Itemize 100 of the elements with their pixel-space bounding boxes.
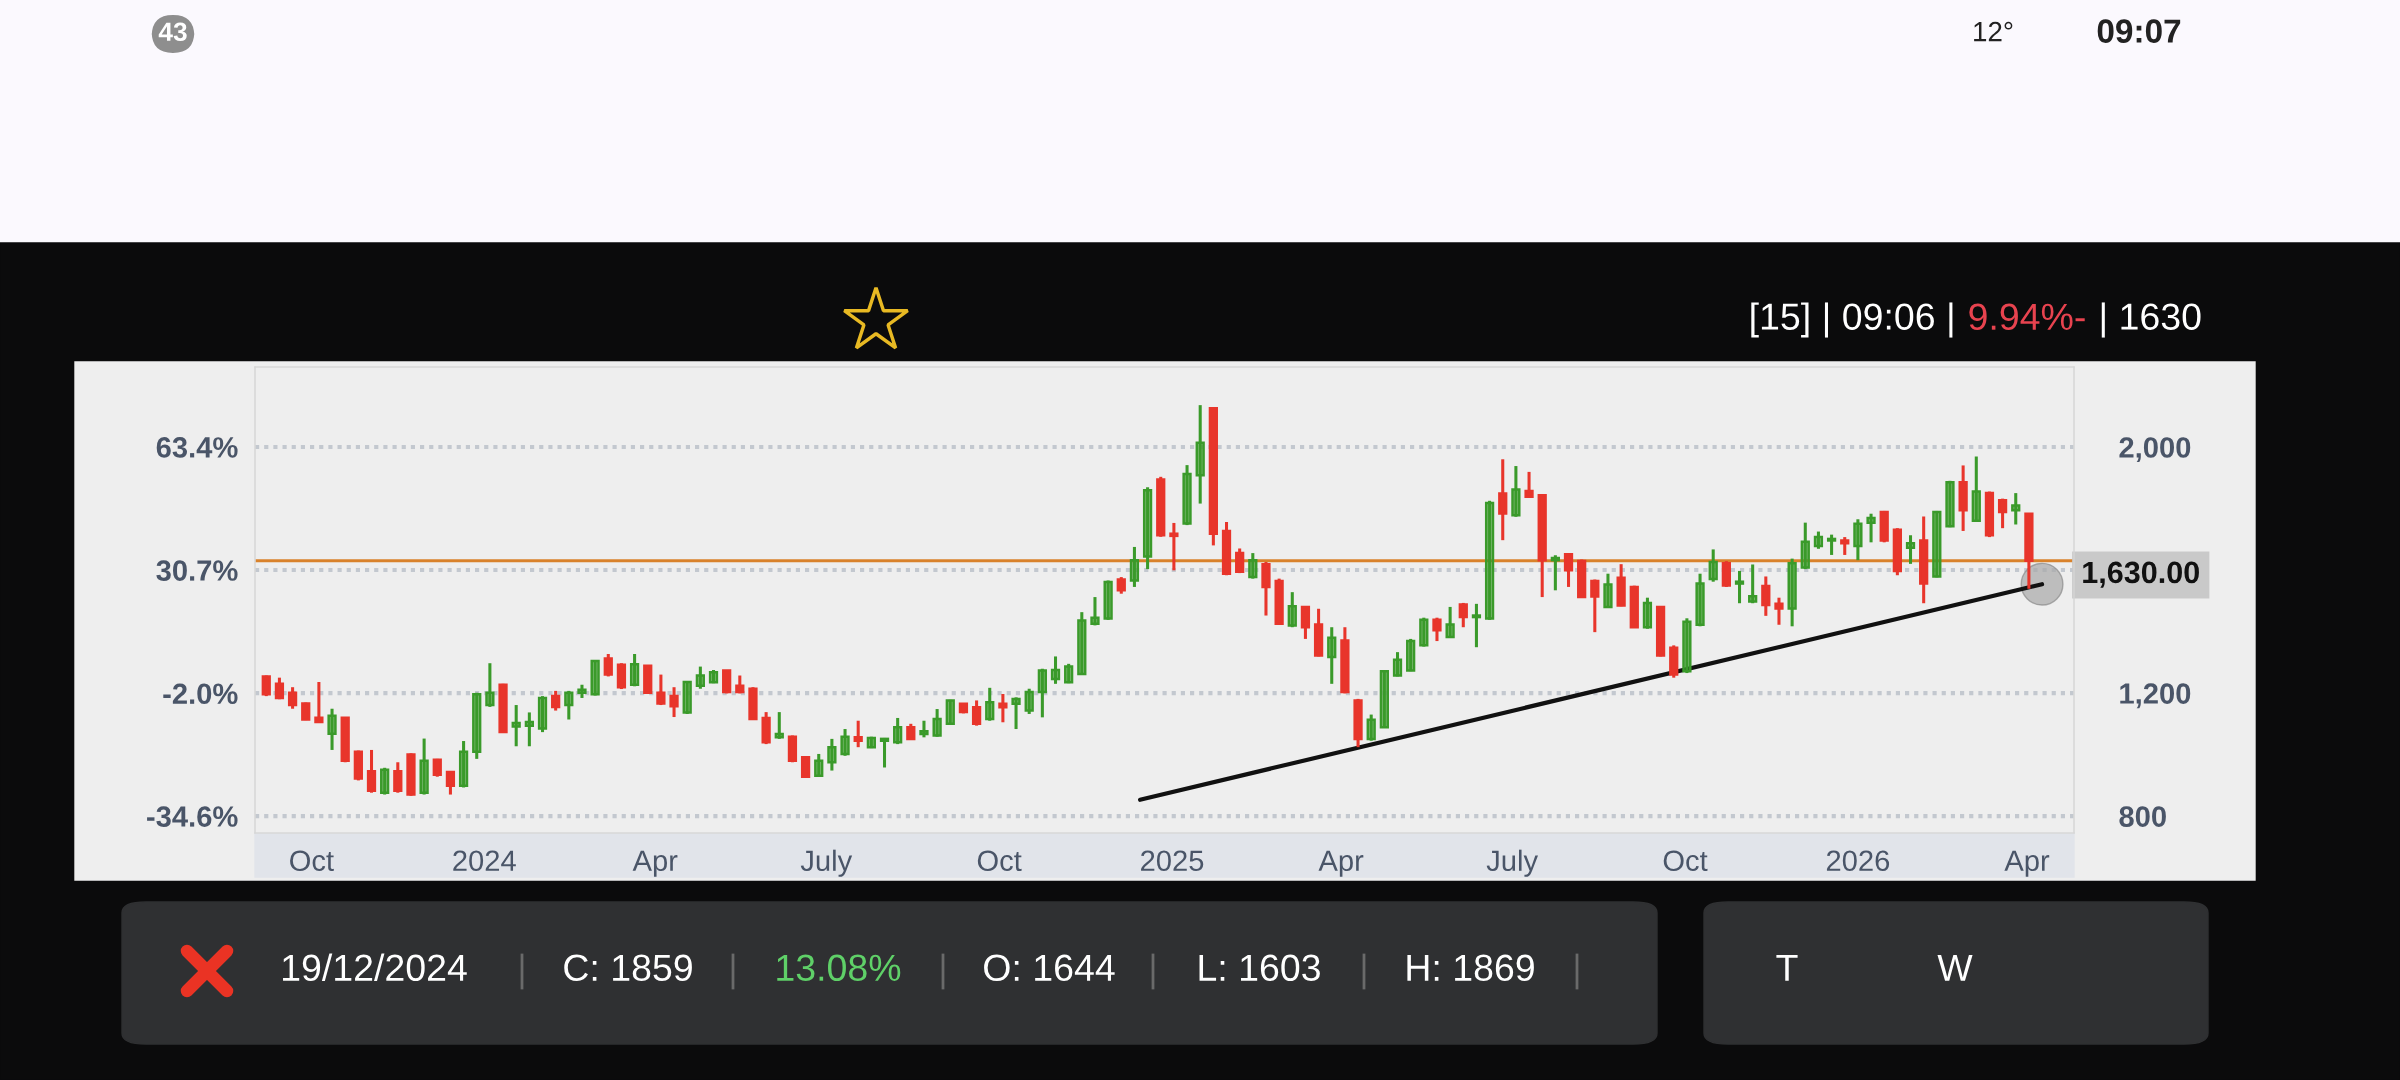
candlestick	[1563, 553, 1574, 587]
candlestick	[800, 756, 811, 778]
candlestick	[1498, 459, 1508, 542]
candlestick	[1419, 617, 1429, 647]
candlestick	[932, 709, 942, 737]
candlestick	[827, 737, 837, 771]
candlestick	[511, 705, 521, 747]
text: 19/12/2024	[283, 953, 467, 982]
candlestick	[853, 720, 863, 749]
text: | 1630	[2101, 302, 2201, 338]
candlestick	[1642, 597, 1653, 629]
candlestick	[787, 735, 798, 763]
x-tick-label: Oct	[1663, 850, 1708, 872]
text: C: 1859	[564, 954, 692, 982]
candlestick	[551, 689, 561, 711]
candlestick	[1524, 470, 1534, 499]
candlestick	[445, 770, 456, 795]
candlestick	[1800, 522, 1810, 571]
candlestick	[1997, 498, 2008, 530]
text: 13.08%	[777, 954, 901, 982]
candlestick	[1695, 573, 1705, 627]
candlestick	[366, 748, 377, 793]
candlestick	[866, 736, 876, 750]
candlestick	[1366, 714, 1376, 741]
candlestick	[458, 741, 469, 788]
candlestick	[1511, 466, 1521, 517]
candlestick	[1748, 564, 1758, 605]
candlestick	[708, 669, 719, 685]
candlestick	[1300, 605, 1311, 639]
candlestick	[1024, 688, 1034, 714]
candlestick	[1050, 656, 1061, 684]
candlestick	[1248, 553, 1258, 579]
y2-tick-label: 63.4%	[156, 437, 238, 458]
x-tick-label: 2024	[453, 850, 516, 872]
x-tick-label: Oct	[290, 850, 334, 872]
candlestick	[1484, 499, 1495, 620]
candlestick	[985, 686, 995, 721]
x-tick-label: 2025	[1141, 850, 1204, 872]
y2-tick-label: -34.6%	[147, 806, 238, 827]
candlestick	[393, 762, 403, 793]
candlestick	[1853, 519, 1863, 562]
candlestick	[1064, 662, 1074, 685]
candlestick	[669, 687, 679, 719]
candlestick	[1682, 618, 1692, 675]
candlestick	[1129, 545, 1140, 587]
candlestick	[1445, 605, 1455, 639]
y2-tick-label: -2.0%	[163, 683, 238, 705]
candlestick	[564, 689, 574, 720]
candlestick	[524, 712, 534, 747]
candlestick	[1432, 617, 1442, 643]
candlestick	[1761, 576, 1771, 616]
candlestick	[1011, 697, 1021, 731]
candlestick	[998, 693, 1008, 723]
y-tick-label: 800	[2119, 806, 2166, 827]
candlestick	[380, 766, 390, 795]
candlestick	[1945, 479, 1955, 528]
candlestick	[2011, 493, 2021, 525]
candlestick	[945, 698, 955, 726]
y-tick-label: 1,200	[2120, 683, 2191, 709]
candlestick	[1406, 637, 1416, 673]
candlestick	[419, 738, 429, 795]
x-tick-label: Apr	[1318, 850, 1364, 877]
candlestick	[485, 663, 495, 707]
candlestick	[1774, 597, 1784, 625]
candlestick	[287, 687, 298, 709]
x-tick-label: Oct	[977, 850, 1022, 872]
candlestick	[1471, 602, 1482, 649]
candlestick	[1261, 562, 1271, 616]
x-tick-label: Apr	[2004, 850, 2050, 877]
candlestick	[1142, 487, 1153, 571]
candlestick	[1287, 592, 1297, 629]
candlestick	[1971, 456, 1981, 523]
x-tick-label: Apr	[632, 850, 678, 877]
candlestick	[893, 716, 903, 746]
candlestick	[879, 736, 890, 768]
text: 9.94%-	[1969, 303, 2085, 331]
candlestick	[1708, 549, 1718, 582]
candlestick	[1603, 573, 1613, 609]
x-tick-label: 2026	[1826, 850, 1890, 872]
text: L: 1603	[1199, 954, 1320, 982]
y2-tick-label: 30.7%	[156, 560, 238, 581]
text: O: 1644	[984, 954, 1115, 982]
candlestick	[472, 692, 482, 759]
candlestick	[616, 663, 627, 691]
text: W	[1937, 954, 1973, 981]
candlestick	[814, 752, 824, 778]
text: 09:07	[2097, 19, 2181, 43]
candlestick	[1392, 652, 1403, 677]
candlestick	[1787, 558, 1797, 627]
text: 12°	[1974, 21, 2013, 42]
candlestick	[1721, 561, 1731, 587]
text: H: 1869	[1407, 954, 1534, 982]
x-tick-label: July	[1486, 849, 1539, 877]
candlestick	[1195, 405, 1205, 504]
candlestick	[1235, 548, 1245, 575]
candlestick	[971, 700, 982, 726]
candlestick	[840, 729, 850, 756]
candlestick	[590, 659, 600, 696]
candlestick	[1077, 612, 1087, 676]
candlestick	[774, 712, 784, 739]
